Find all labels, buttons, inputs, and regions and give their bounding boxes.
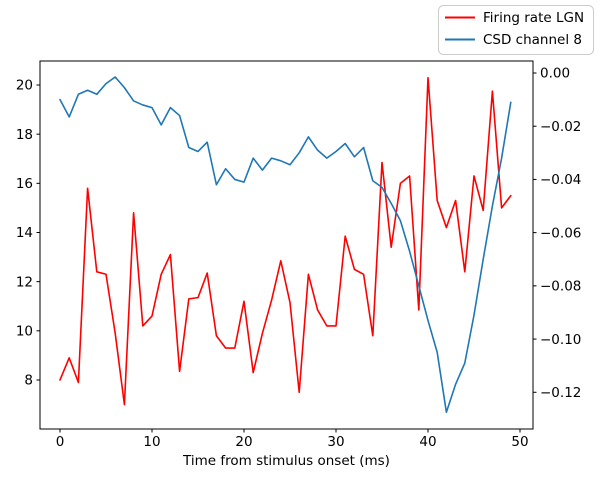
y-left-tick-label: 16 [16, 176, 33, 192]
x-tick-label: 10 [143, 434, 160, 450]
legend-label-firing-rate: Firing rate LGN [483, 10, 584, 26]
y-axis-right: 0.00 −0.02 −0.04 −0.06 −0.08 −0.10 −0.12 [533, 66, 581, 401]
x-tick-label: 30 [327, 434, 344, 450]
plot-series [59, 76, 512, 414]
y-right-tick-label: −0.02 [540, 119, 581, 135]
x-axis: 0 10 20 30 40 50 [56, 429, 529, 450]
x-tick-label: 40 [419, 434, 436, 450]
legend-box [438, 5, 594, 55]
series-firing-rate-lgn [59, 76, 512, 406]
legend-label-csd-channel: CSD channel 8 [483, 32, 582, 48]
y-left-tick-label: 20 [16, 78, 33, 94]
y-left-tick-label: 14 [16, 225, 33, 241]
y-axis-left: 8 10 12 14 16 18 20 [16, 78, 40, 389]
axes-frame [39, 60, 534, 430]
y-right-tick-label: 0.00 [540, 66, 570, 82]
y-left-tick-label: 12 [16, 274, 33, 290]
legend: Firing rate LGN CSD channel 8 [438, 5, 594, 55]
y-left-tick-label: 18 [16, 127, 33, 143]
x-tick-label: 50 [511, 434, 528, 450]
series-csd-channel-8 [59, 76, 512, 414]
y-right-tick-label: −0.04 [540, 172, 581, 188]
y-right-tick-label: −0.10 [540, 332, 581, 348]
y-right-tick-label: −0.08 [540, 279, 581, 295]
y-left-tick-label: 8 [24, 373, 33, 389]
x-axis-label: Time from stimulus onset (ms) [182, 453, 390, 469]
y-right-tick-label: −0.06 [540, 225, 581, 241]
y-right-tick-label: −0.12 [540, 385, 581, 401]
x-tick-label: 20 [235, 434, 252, 450]
y-left-tick-label: 10 [16, 324, 33, 340]
x-tick-label: 0 [56, 434, 65, 450]
